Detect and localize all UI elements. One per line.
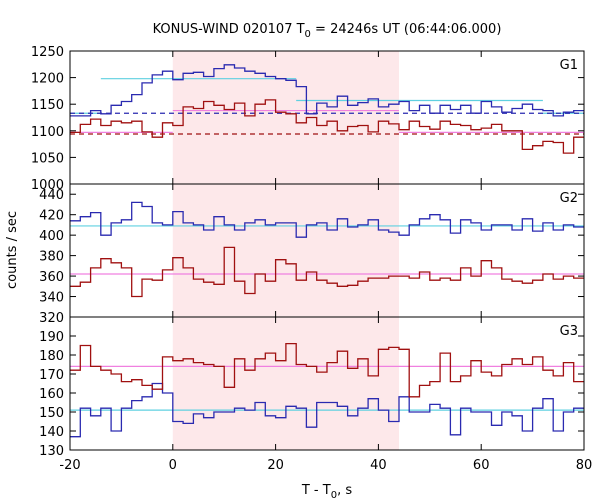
- y-axis-title: counts / sec: [5, 211, 20, 289]
- panel-label-g3: G3: [560, 324, 578, 339]
- g2-y-tick-label: 320: [39, 311, 64, 326]
- x-tick-label: 0: [169, 458, 177, 473]
- g3-y-tick-label: 150: [39, 406, 64, 421]
- chart-title-suffix: = 24246s UT (06:44:06.000): [311, 22, 501, 37]
- chart-title-prefix: KONUS-WIND 020107 T: [153, 22, 305, 37]
- g3-y-tick-label: 160: [39, 387, 64, 402]
- g3-y-tick-label: 170: [39, 368, 64, 383]
- x-axis-title-suffix: , s: [337, 483, 352, 498]
- x-axis-title-prefix: T - T: [301, 483, 331, 498]
- x-tick-label: -20: [59, 458, 80, 473]
- light-curves: [70, 64, 584, 438]
- g2-red-series: [70, 246, 584, 298]
- g2-y-tick-label: 420: [39, 209, 64, 224]
- x-tick-label: 20: [267, 458, 284, 473]
- g3-frame: [69, 316, 585, 451]
- g2-y-tick-label: 440: [39, 188, 64, 203]
- g1-y-tick-label: 1200: [31, 72, 64, 87]
- g1-y-tick-label: 1150: [31, 98, 64, 113]
- g3-y-tick-label: 180: [39, 349, 64, 364]
- x-axis-title-subscript: 0: [331, 490, 337, 500]
- highlight-region: [172, 51, 399, 450]
- x-tick-label: 80: [576, 458, 593, 473]
- x-tick-label: 40: [370, 458, 387, 473]
- g2-y-tick-label: 360: [39, 270, 64, 285]
- g3-y-tick-label: 190: [39, 330, 64, 345]
- g3-y-tick-label: 130: [39, 444, 64, 459]
- g1-y-tick-label: 1000: [31, 178, 64, 193]
- chart-title-subscript: 0: [305, 29, 311, 40]
- g3-y-tick-label: 140: [39, 425, 64, 440]
- panel-label-g1: G1: [560, 58, 578, 73]
- x-tick-label: 60: [473, 458, 490, 473]
- x-axis-title: T - T0, s: [301, 483, 352, 500]
- g3-red-series: [70, 342, 584, 398]
- g2-y-tick-label: 380: [39, 250, 64, 265]
- g1-y-tick-label: 1250: [31, 45, 64, 60]
- g1-red-series: [70, 99, 584, 154]
- g2-y-tick-label: 340: [39, 291, 64, 306]
- highlight-interval: [172, 51, 399, 450]
- plot-frames: [69, 50, 585, 451]
- g1-y-tick-label: 1100: [31, 125, 64, 140]
- panel-label-g2: G2: [560, 191, 578, 206]
- g2-blue-series: [70, 201, 584, 238]
- g2-y-tick-label: 400: [39, 229, 64, 244]
- g1-blue-series: [70, 64, 584, 117]
- chart-title: KONUS-WIND 020107 T0 = 24246s UT (06:44:…: [153, 22, 502, 40]
- g1-y-tick-label: 1050: [31, 151, 64, 166]
- chart-labels: KONUS-WIND 020107 T0 = 24246s UT (06:44:…: [5, 22, 592, 500]
